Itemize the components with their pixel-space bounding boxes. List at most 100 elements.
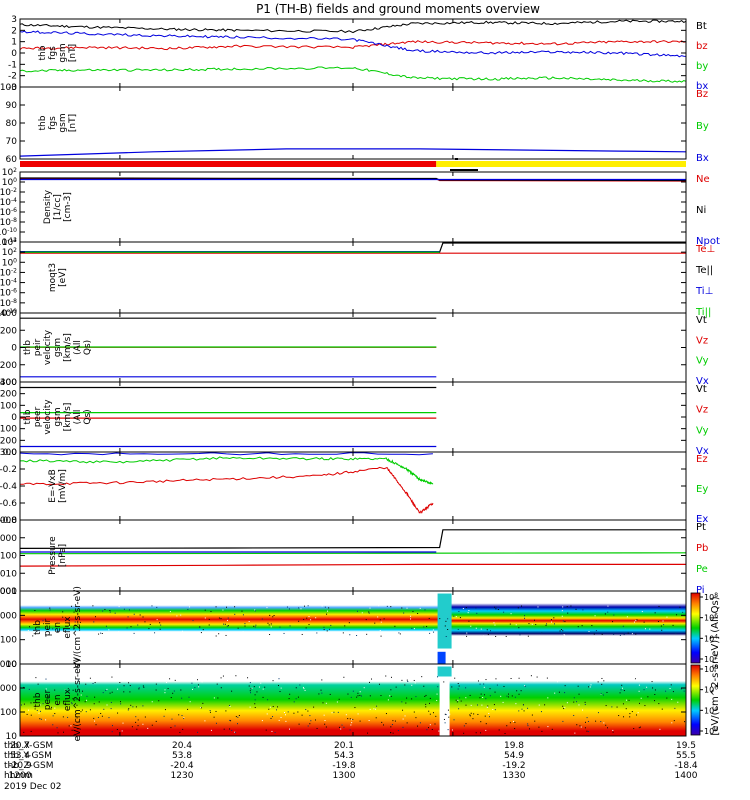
y-axis-label: thbfgsgsm[nT] (38, 113, 78, 132)
spectrogram-speckle (307, 725, 309, 727)
spectrogram-speckle (248, 685, 250, 687)
legend-Vy: Vy (696, 425, 709, 436)
spectrogram-speckle (394, 720, 396, 722)
spectrogram-speckle (494, 691, 496, 693)
spectrogram-speckle (301, 714, 303, 716)
spectrogram-speckle (450, 676, 452, 678)
spectrogram-speckle (105, 689, 107, 691)
spectrogram-speckle (192, 688, 194, 690)
legend-Vz: Vz (696, 405, 708, 416)
spectrogram-speckle (529, 728, 531, 730)
status-bar-yellow (436, 161, 686, 167)
spectrogram-speckle (601, 633, 603, 635)
spectrogram-speckle (76, 717, 78, 719)
spectrogram-speckle (298, 620, 300, 622)
spectrogram-speckle (68, 725, 70, 727)
spectrogram-speckle (438, 730, 440, 732)
spectrogram-speckle (514, 696, 516, 698)
legend-Pi: Pi (696, 585, 705, 596)
spectrogram-speckle (390, 726, 392, 728)
spectrogram-speckle (129, 691, 131, 693)
spectrogram-speckle (484, 715, 486, 717)
spectrogram-speckle (443, 681, 445, 683)
spectrogram-speckle (651, 681, 653, 683)
y-tick-label: -100 (0, 425, 17, 435)
spectrogram-speckle (105, 625, 107, 627)
spectrogram-speckle (524, 615, 526, 617)
y-tick-label: 100 (0, 636, 17, 646)
y-tick-label: 10-8 (0, 297, 17, 309)
spectrogram-speckle (30, 714, 32, 716)
spectrogram-speckle (144, 716, 146, 718)
spectrogram-speckle (269, 634, 271, 636)
spectrogram-speckle (223, 623, 225, 625)
series-line-Bx (19, 148, 687, 157)
spectrogram-speckle (365, 619, 367, 621)
legend-Vt: Vt (696, 315, 707, 326)
spectrogram-speckle (77, 728, 79, 730)
y-axis-label: thbpeervelocitygsm[km/s](AllQs) (23, 399, 93, 435)
spectrogram-speckle (241, 610, 243, 612)
spectrogram-speckle (665, 690, 667, 692)
spectrogram-speckle (541, 730, 543, 732)
spectrogram-speckle (407, 680, 409, 682)
spectrogram-speckle (108, 717, 110, 719)
y-tick-label: 10-8 (0, 217, 17, 229)
spectrogram-speckle (595, 720, 597, 722)
spectrogram-speckle (326, 630, 328, 632)
spectrogram-speckle (315, 617, 317, 619)
spectrogram-speckle (574, 732, 576, 734)
colorbar-tick-label: 104 (704, 705, 718, 716)
spectrogram-speckle (27, 635, 29, 637)
spectrogram-speckle (468, 609, 470, 611)
spectrogram-speckle (381, 721, 383, 723)
spectrogram-speckle (527, 725, 529, 727)
spectrogram-speckle (482, 635, 484, 637)
spectrogram-speckle (20, 704, 22, 706)
footer-value: 19.8 (504, 741, 524, 751)
spectrogram-speckle (613, 614, 615, 616)
spectrogram-speckle (218, 633, 220, 635)
spectrogram-speckle (638, 702, 640, 704)
spectrogram-speckle (117, 688, 119, 690)
spectrogram-speckle (108, 629, 110, 631)
spectrogram-speckle (267, 622, 269, 624)
spectrogram-speckle (305, 627, 307, 629)
spectrogram-speckle (143, 686, 145, 688)
spectrogram-speckle (387, 699, 389, 701)
colorbar-bottom-gradient (690, 664, 701, 736)
series-line-Ey (19, 456, 434, 485)
spectrogram-speckle (550, 619, 552, 621)
spectrogram-speckle (128, 609, 130, 611)
spectrogram-speckle (527, 635, 529, 637)
spectrogram-speckle (436, 699, 438, 701)
spectrogram-speckle (199, 626, 201, 628)
spectrogram-speckle (328, 607, 330, 609)
spectrogram-speckle (402, 726, 404, 728)
spectrogram-speckle (508, 693, 510, 695)
spectrogram-speckle (235, 679, 237, 681)
spectrogram-speckle (405, 702, 407, 704)
spectrogram-speckle (315, 631, 317, 633)
spectrogram-speckle (67, 716, 69, 718)
spectrogram-speckle (133, 632, 135, 634)
spectrogram-speckle (535, 624, 537, 626)
legend-Vx: Vx (696, 446, 709, 457)
spectrogram-speckle (607, 611, 609, 613)
spectrogram-speckle (23, 686, 25, 688)
spectrogram-speckle (433, 631, 435, 633)
spectrogram-speckle (102, 692, 104, 694)
spectrogram-speckle (502, 701, 504, 703)
spectrogram-speckle (603, 722, 605, 724)
spectrogram-speckle (173, 690, 175, 692)
spectrogram-speckle (507, 696, 509, 698)
spectrogram-speckle (536, 676, 538, 678)
y-tick-label: 2 (11, 26, 17, 36)
spectrogram-speckle (621, 684, 623, 686)
series-line-Pt (19, 529, 686, 550)
spectrogram-speckle (465, 697, 467, 699)
